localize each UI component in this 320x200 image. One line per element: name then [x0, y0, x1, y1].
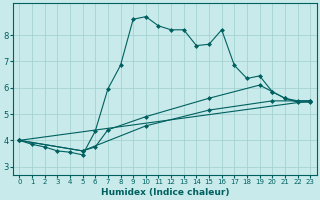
X-axis label: Humidex (Indice chaleur): Humidex (Indice chaleur)	[100, 188, 229, 197]
